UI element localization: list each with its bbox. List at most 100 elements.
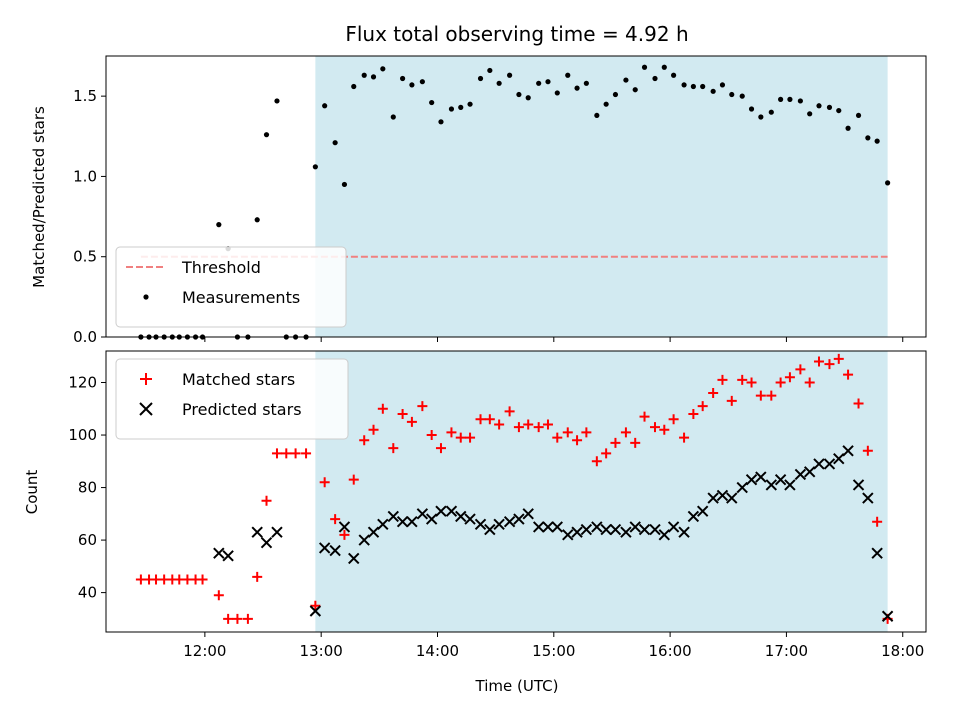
predicted-star-point xyxy=(774,473,787,486)
predicted-star-point xyxy=(338,521,351,533)
predicted-star-point xyxy=(736,481,748,494)
x-tick-label: 16:00 xyxy=(648,642,691,660)
measurement-point xyxy=(496,80,502,86)
predicted-star-point xyxy=(358,534,370,546)
measurement-point xyxy=(729,91,735,98)
matched-star-point xyxy=(494,419,505,430)
matched-star-point xyxy=(301,448,312,459)
measurement-point xyxy=(690,83,696,90)
predicted-star-point xyxy=(318,542,331,554)
measurement-point xyxy=(341,181,348,188)
matched-star-point xyxy=(775,377,786,388)
matched-star-point xyxy=(824,359,835,370)
matched-star-point xyxy=(813,356,824,367)
matched-star-point xyxy=(388,443,399,454)
predicted-star-point xyxy=(823,458,836,470)
x-tick-label: 13:00 xyxy=(300,642,343,660)
predicted-star-point xyxy=(260,537,273,549)
predicted-star-point xyxy=(464,513,476,525)
measurement-point xyxy=(758,114,764,120)
matched-star-point xyxy=(581,427,592,438)
series-measurements xyxy=(138,64,891,340)
measurement-point xyxy=(885,180,891,186)
predicted-star-point xyxy=(667,521,680,533)
predicted-star-point xyxy=(474,518,487,531)
matched-star-point xyxy=(377,403,388,414)
predicted-star-point xyxy=(425,513,438,525)
measurement-point xyxy=(477,75,484,82)
legend-label: Threshold xyxy=(181,258,261,277)
matched-star-point xyxy=(679,432,690,443)
matched-star-point xyxy=(271,448,282,459)
x-tick-label: 12:00 xyxy=(183,642,226,660)
measurement-point xyxy=(855,112,862,119)
matched-star-point xyxy=(290,448,301,459)
predicted-star-point xyxy=(542,521,554,533)
predicted-star-point xyxy=(367,526,380,538)
matched-star-point xyxy=(688,409,699,420)
matched-star-point xyxy=(242,613,253,624)
x-tick-label: 15:00 xyxy=(532,642,575,660)
measurement-point xyxy=(807,111,813,117)
predicted-star-point xyxy=(803,466,816,478)
matched-star-point xyxy=(261,495,272,506)
matched-star-point xyxy=(737,374,748,385)
matched-star-point xyxy=(610,437,621,448)
matched-star-point xyxy=(708,388,719,399)
matched-star-point xyxy=(281,448,292,459)
predicted-star-point xyxy=(513,513,525,525)
measurement-point xyxy=(641,64,648,70)
matched-star-point xyxy=(552,432,563,443)
observing-window-bottom xyxy=(315,351,888,632)
measurement-point xyxy=(419,79,425,85)
measurement-point xyxy=(681,82,687,88)
x-tick-label: 17:00 xyxy=(765,642,808,660)
matched-star-point xyxy=(359,435,370,446)
legend-plus-marker xyxy=(140,373,152,385)
predicted-star-point xyxy=(696,505,709,517)
matched-star-point xyxy=(406,416,417,427)
matched-star-point xyxy=(446,427,457,438)
measurement-point xyxy=(409,82,415,88)
predicted-star-point xyxy=(532,521,545,533)
predicted-star-point xyxy=(687,510,700,523)
matched-star-point xyxy=(843,369,854,380)
measurement-point xyxy=(254,217,260,223)
predicted-star-point xyxy=(638,523,651,536)
matched-star-point xyxy=(572,435,583,446)
legend-x-marker xyxy=(139,402,153,416)
matched-star-point xyxy=(484,414,495,425)
measurement-point xyxy=(836,107,842,114)
measurement-point xyxy=(652,75,658,82)
measurement-point xyxy=(700,83,706,90)
matched-star-point xyxy=(533,422,544,433)
measurement-point xyxy=(545,79,551,85)
matched-star-point xyxy=(232,613,243,624)
predicted-star-point xyxy=(794,468,807,481)
measurement-point xyxy=(438,119,444,125)
matched-star-point xyxy=(465,432,476,443)
measurement-point xyxy=(361,72,367,78)
matched-star-point xyxy=(659,424,670,435)
predicted-star-point xyxy=(522,508,534,520)
predicted-star-point xyxy=(862,492,874,504)
predicted-star-point xyxy=(658,529,671,541)
measurement-point xyxy=(603,101,609,107)
chart-title: Flux total observing time = 4.92 h xyxy=(345,22,688,46)
predicted-star-point xyxy=(609,523,622,536)
matched-star-point xyxy=(339,529,350,540)
predicted-star-point xyxy=(348,552,360,565)
measurement-point xyxy=(826,104,833,110)
matched-star-point xyxy=(504,406,515,417)
measurement-point xyxy=(565,72,571,78)
measurement-point xyxy=(467,101,473,107)
predicted-star-point xyxy=(755,471,767,483)
predicted-star-point xyxy=(222,550,234,562)
matched-star-point xyxy=(417,401,428,412)
matched-star-point xyxy=(872,516,883,527)
measurement-point xyxy=(322,103,328,109)
measurement-point xyxy=(554,90,560,96)
predicted-star-point xyxy=(571,526,583,538)
matched-star-point xyxy=(397,409,408,420)
measurement-point xyxy=(845,125,851,131)
